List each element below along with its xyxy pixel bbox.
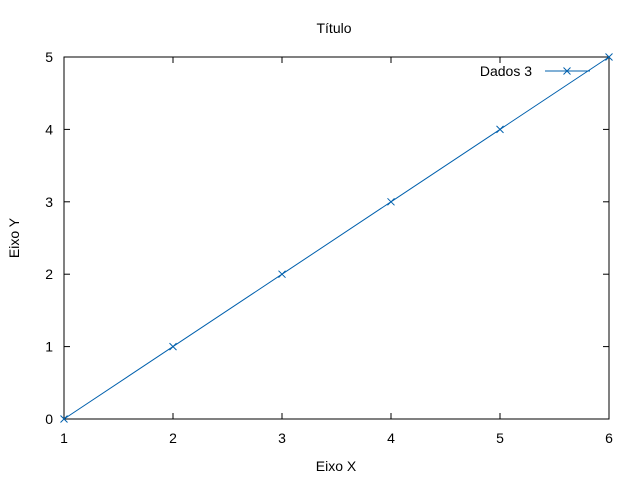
data-point	[496, 125, 504, 134]
legend-label: Dados 3	[480, 63, 532, 79]
y-tick-label: 2	[45, 266, 53, 282]
x-tick-label: 2	[169, 430, 177, 446]
data-point	[278, 270, 286, 279]
marker-stroke	[278, 270, 286, 279]
y-tick-label: 5	[45, 49, 53, 65]
y-tick-label: 1	[45, 339, 53, 355]
x-tick-label: 1	[60, 430, 68, 446]
y-axis-label: Eixo Y	[6, 217, 22, 258]
marker-stroke	[563, 67, 571, 75]
y-tick-label: 4	[45, 121, 53, 137]
x-tick-label: 4	[387, 430, 395, 446]
marker-stroke	[496, 125, 504, 134]
legend: Dados 3	[480, 63, 590, 79]
legend-marker	[563, 67, 571, 75]
data-point	[169, 342, 177, 351]
marker-stroke	[60, 415, 68, 423]
marker-stroke	[605, 53, 613, 61]
chart-title: Título	[316, 20, 351, 36]
x-axis-label: Eixo X	[316, 458, 357, 474]
series-line	[63, 56, 610, 420]
plot-frame	[63, 56, 610, 420]
y-tick-label: 0	[45, 411, 53, 427]
marker-stroke	[169, 342, 177, 351]
data-point	[387, 197, 395, 206]
x-tick-label: 5	[496, 430, 504, 446]
marker-stroke	[387, 197, 395, 206]
x-tick-label: 3	[278, 430, 286, 446]
x-tick-label: 6	[605, 430, 613, 446]
series-layer	[60, 53, 613, 423]
y-tick-label: 3	[45, 194, 53, 210]
data-point	[60, 415, 68, 423]
data-point	[605, 53, 613, 61]
